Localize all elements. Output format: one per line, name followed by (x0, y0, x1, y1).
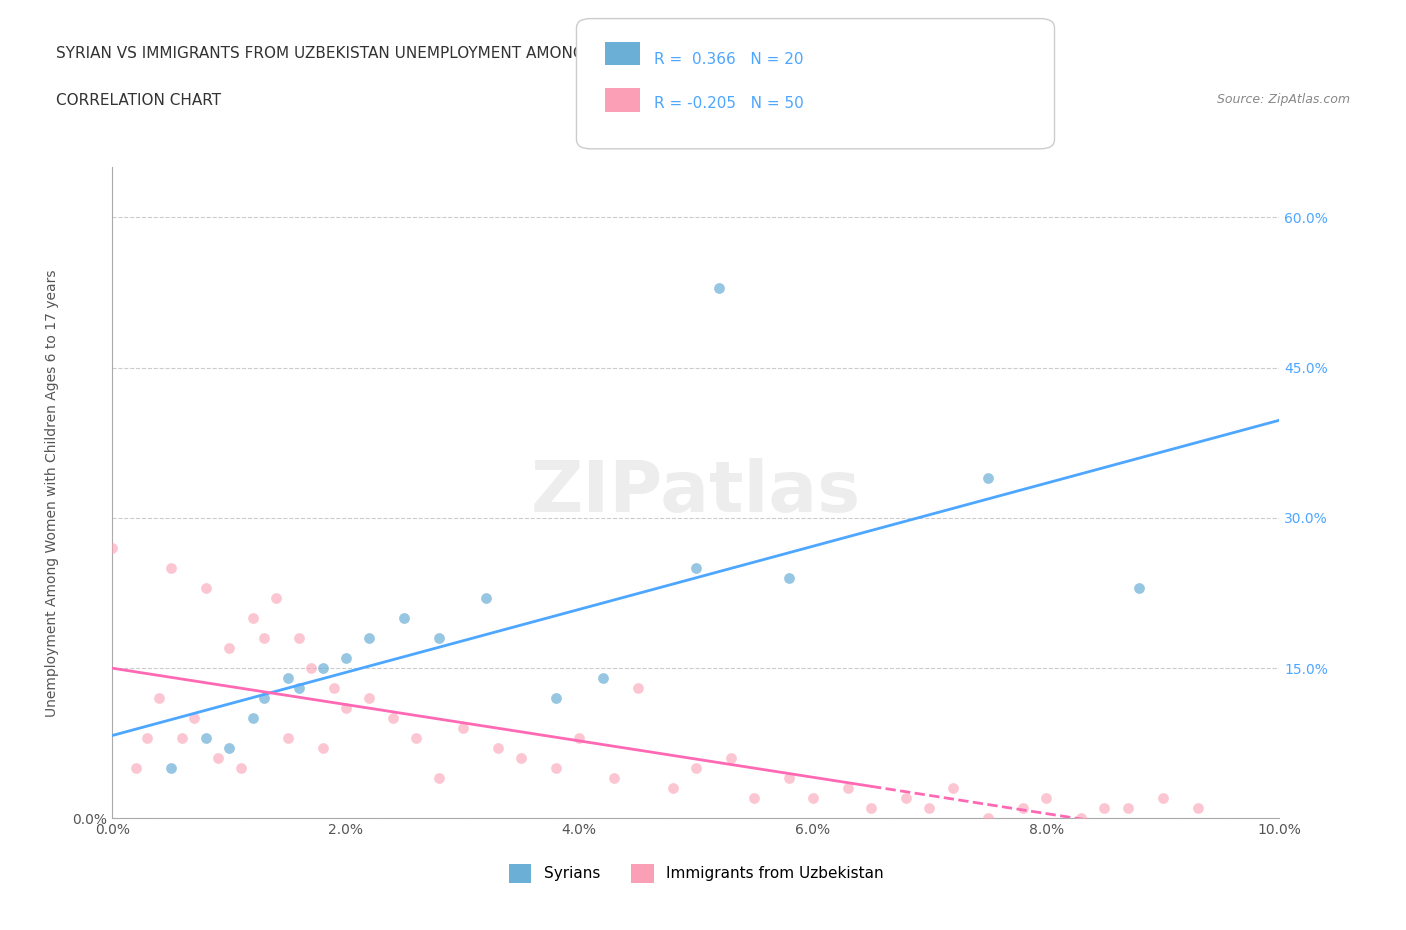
Point (1092, 801, 1115, 816)
Point (427, 631, 450, 645)
Point (264, 591, 287, 605)
Point (288, 631, 311, 645)
Text: Source: ZipAtlas.com: Source: ZipAtlas.com (1216, 93, 1350, 106)
Point (451, 721, 474, 736)
Point (427, 771, 450, 786)
Point (194, 580, 217, 595)
Point (311, 741, 333, 756)
Point (1035, 790, 1057, 805)
Point (229, 761, 252, 776)
Text: ZIPatlas: ZIPatlas (531, 458, 860, 527)
Point (194, 731, 217, 746)
Text: CORRELATION CHART: CORRELATION CHART (56, 93, 221, 108)
Point (253, 691, 276, 706)
Point (742, 790, 765, 805)
Point (218, 641, 240, 656)
Point (172, 731, 194, 746)
Point (1070, 811, 1092, 826)
Point (475, 591, 498, 605)
Point (685, 761, 707, 776)
Point (136, 731, 159, 746)
Point (778, 771, 800, 786)
Legend: Syrians, Immigrants from Uzbekistan: Syrians, Immigrants from Uzbekistan (502, 858, 890, 889)
Point (509, 751, 531, 765)
Point (218, 741, 240, 756)
Point (392, 611, 416, 626)
Point (160, 561, 183, 576)
Point (603, 771, 626, 786)
Point (976, 811, 998, 826)
Point (323, 681, 346, 696)
Point (359, 631, 381, 645)
Point (685, 561, 707, 576)
Point (1011, 801, 1033, 816)
Point (592, 671, 614, 685)
Point (359, 691, 381, 706)
Point (1152, 790, 1174, 805)
Point (311, 660, 333, 675)
Point (942, 781, 965, 796)
Point (859, 801, 883, 816)
Point (288, 681, 311, 696)
Point (568, 731, 591, 746)
Text: R = -0.205   N = 50: R = -0.205 N = 50 (654, 96, 804, 111)
Point (125, 761, 148, 776)
Point (148, 691, 170, 706)
Point (1116, 801, 1139, 816)
Point (544, 761, 567, 776)
Point (976, 471, 998, 485)
Point (626, 681, 648, 696)
Point (276, 671, 298, 685)
Point (253, 631, 276, 645)
Text: R =  0.366   N = 20: R = 0.366 N = 20 (654, 52, 803, 67)
Point (486, 741, 509, 756)
Point (381, 711, 404, 725)
Point (335, 651, 357, 666)
Point (709, 280, 731, 295)
Point (894, 790, 917, 805)
Point (242, 711, 264, 725)
Point (778, 571, 800, 586)
Point (918, 801, 941, 816)
Point (544, 691, 567, 706)
Point (335, 701, 357, 716)
Y-axis label: Unemployment Among Women with Children Ages 6 to 17 years: Unemployment Among Women with Children A… (45, 269, 59, 717)
Point (801, 790, 824, 805)
Point (299, 660, 322, 675)
Point (160, 761, 183, 776)
Point (837, 781, 859, 796)
Point (101, 540, 124, 555)
Point (276, 731, 298, 746)
Point (661, 781, 683, 796)
Point (405, 731, 427, 746)
Point (207, 751, 229, 765)
Point (242, 611, 264, 626)
Point (183, 711, 205, 725)
Point (720, 751, 742, 765)
Text: SYRIAN VS IMMIGRANTS FROM UZBEKISTAN UNEMPLOYMENT AMONG WOMEN WITH CHILDREN AGES: SYRIAN VS IMMIGRANTS FROM UZBEKISTAN UNE… (56, 46, 946, 61)
Point (1187, 801, 1209, 816)
Point (1128, 580, 1150, 595)
